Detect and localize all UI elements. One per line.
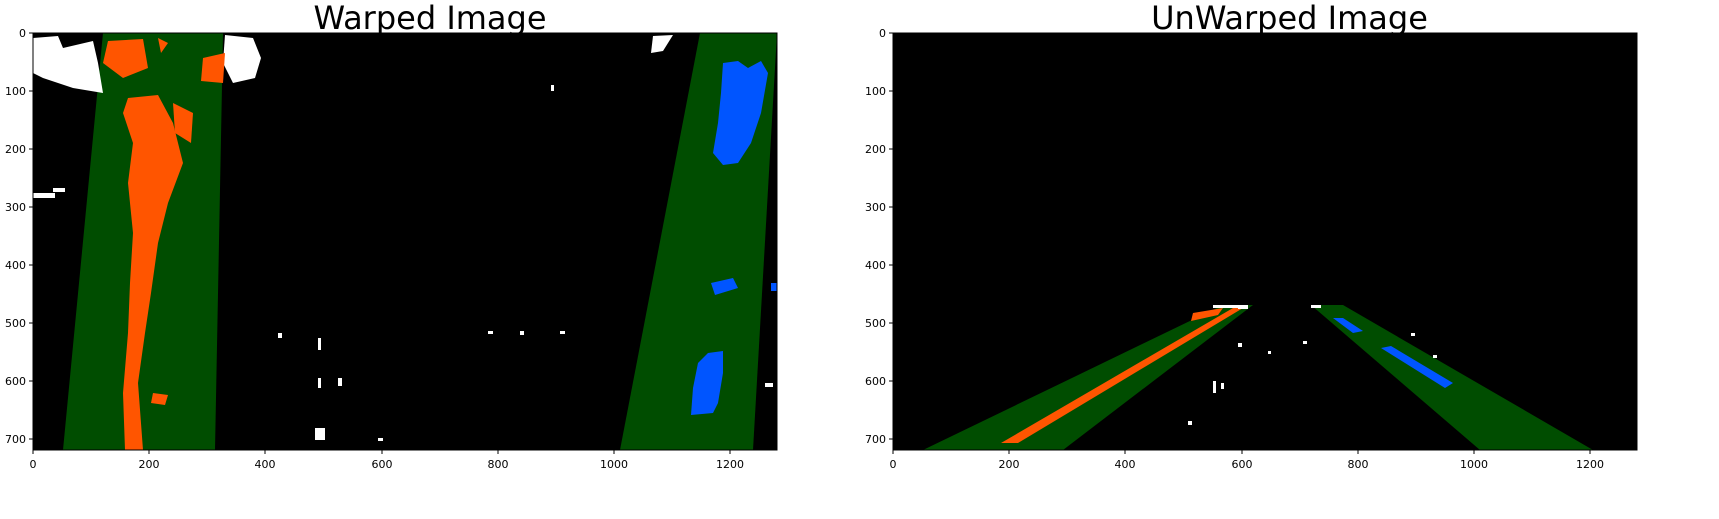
warped-x-tick-label: 600: [372, 458, 393, 471]
warped-x-tick-label: 400: [255, 458, 276, 471]
unwarped-left-lane-pixels: [1191, 308, 1223, 321]
unwarped-noise-dot: [1188, 421, 1192, 425]
warped-y-tick-label: 300: [5, 201, 26, 214]
warped-right-lane-pixels: [711, 278, 738, 295]
warped-noise-dot: [338, 378, 342, 386]
warped-noise-dot: [551, 85, 554, 91]
warped-right-lane-pixels: [691, 351, 723, 415]
warped-right-lane-pixels: [771, 283, 777, 291]
warped-y-tick-label: 100: [5, 85, 26, 98]
unwarped-noise-dot: [1238, 343, 1242, 347]
warped-noise-blob: [33, 36, 103, 93]
warped-y-axis: 0 100 200 300 400 500 600 700: [5, 27, 33, 446]
warped-y-tick-label: 700: [5, 433, 26, 446]
unwarped-image-title: UnWarped Image: [1151, 0, 1428, 37]
warped-image-title: Warped Image: [313, 0, 547, 37]
warped-x-tick-label: 800: [488, 458, 509, 471]
unwarped-x-tick-label: 600: [1232, 458, 1253, 471]
warped-noise-blob: [33, 193, 55, 198]
unwarped-noise-dot: [1311, 305, 1321, 308]
unwarped-left-lane-pixels: [1001, 308, 1243, 443]
warped-left-lane-pixels: [103, 39, 148, 78]
unwarped-x-tick-label: 800: [1348, 458, 1369, 471]
unwarped-noise-dot: [1268, 351, 1271, 354]
warped-noise-dot: [278, 333, 282, 338]
unwarped-left-lane-region: [923, 305, 1253, 450]
warped-noise-dot: [315, 428, 325, 440]
warped-noise-dot: [488, 331, 493, 334]
warped-x-tick-label: 1000: [600, 458, 628, 471]
warped-left-lane-pixels: [158, 38, 168, 53]
warped-left-lane-pixels: [173, 103, 193, 143]
warped-axes-frame: [32, 32, 778, 451]
unwarped-noise-dot: [1221, 383, 1224, 389]
unwarped-image-plot: 0 200 400 600 800 1000 1200: [865, 27, 1638, 471]
warped-noise-dot: [765, 383, 773, 387]
unwarped-x-tick-label: 1200: [1576, 458, 1604, 471]
warped-noise-dot: [520, 331, 524, 335]
warped-noise-dot: [560, 331, 565, 334]
warped-image-panel: Warped Image: [5, 0, 778, 471]
unwarped-y-tick-label: 400: [865, 259, 886, 272]
unwarped-y-tick-label: 300: [865, 201, 886, 214]
warped-y-tick-label: 500: [5, 317, 26, 330]
unwarped-noise-dot: [1238, 305, 1248, 309]
warped-right-lane-pixels: [713, 61, 768, 165]
unwarped-y-tick-label: 100: [865, 85, 886, 98]
warped-noise-dot: [318, 338, 321, 350]
unwarped-background: [893, 33, 1637, 450]
unwarped-x-tick-label: 0: [890, 458, 897, 471]
unwarped-y-axis: 0 100 200 300 400 500 600 700: [865, 27, 893, 446]
unwarped-noise-dot: [1213, 305, 1238, 308]
unwarped-right-lane-pixels: [1381, 346, 1453, 388]
warped-y-tick-label: 200: [5, 143, 26, 156]
unwarped-right-lane-region: [1311, 305, 1593, 450]
warped-x-tick-label: 200: [139, 458, 160, 471]
unwarped-x-tick-label: 1000: [1460, 458, 1488, 471]
warped-noise-dot: [318, 378, 321, 388]
unwarped-y-tick-label: 700: [865, 433, 886, 446]
warped-noise-dot: [378, 438, 383, 441]
warped-image-plot: 0 200 400 600 800 1000 1200: [5, 27, 778, 471]
warped-x-tick-label: 0: [30, 458, 37, 471]
warped-noise-blob: [223, 35, 261, 83]
unwarped-y-tick-label: 0: [879, 27, 886, 40]
warped-y-tick-label: 600: [5, 375, 26, 388]
unwarped-y-tick-label: 600: [865, 375, 886, 388]
unwarped-noise-dot: [1433, 355, 1437, 358]
warped-left-lane-pixels: [201, 53, 225, 83]
warped-left-lane-pixels: [123, 95, 183, 450]
warped-x-axis: 0 200 400 600 800 1000 1200: [30, 450, 744, 471]
unwarped-axes-frame: [892, 32, 1638, 451]
unwarped-x-tick-label: 200: [999, 458, 1020, 471]
unwarped-noise-dot: [1411, 333, 1415, 336]
warped-noise-blob: [53, 188, 65, 192]
warped-x-tick-label: 1200: [716, 458, 744, 471]
unwarped-noise-dot: [1213, 381, 1216, 393]
unwarped-right-lane-pixels: [1333, 318, 1363, 333]
unwarped-image-panel: UnWarped Image: [860, 0, 1719, 519]
unwarped-y-tick-label: 200: [865, 143, 886, 156]
warped-y-tick-label: 0: [19, 27, 26, 40]
unwarped-y-tick-label: 500: [865, 317, 886, 330]
unwarped-noise-dot: [1303, 341, 1307, 344]
warped-noise-blob: [651, 35, 673, 53]
unwarped-x-axis: 0 200 400 600 800 1000 1200: [890, 450, 1604, 471]
warped-y-tick-label: 400: [5, 259, 26, 272]
unwarped-x-tick-label: 400: [1115, 458, 1136, 471]
warped-left-lane-pixels: [151, 393, 168, 405]
